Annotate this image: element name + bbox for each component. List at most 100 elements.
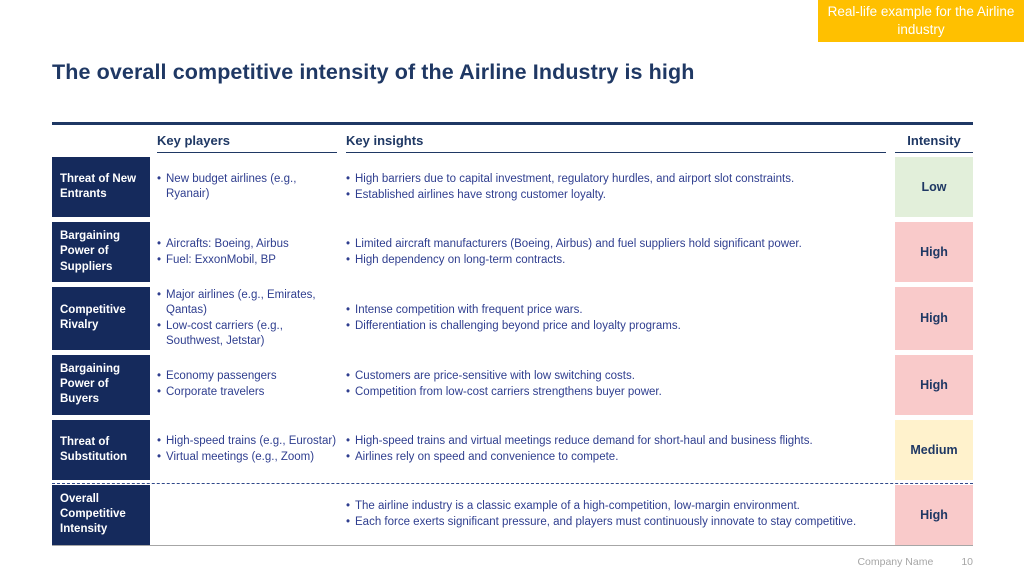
bullet-icon: • — [346, 370, 351, 383]
table-row: Threat of New Entrants • New budget airlin… — [52, 157, 973, 217]
bullet-item: • Intense competition with frequent price… — [346, 303, 886, 318]
bullet-text: Virtual meetings (e.g., Zoom) — [166, 451, 315, 464]
bullet-text: Airlines rely on speed and convenience t… — [355, 451, 619, 464]
key-players-cell: • Major airlines (e.g., Emirates, Qantas)… — [157, 287, 337, 350]
bullet-item: • Major airlines (e.g., Emirates, Qantas) — [157, 288, 337, 318]
bullet-item: • Economy passengers — [157, 369, 337, 384]
intensity-badge: Low — [895, 157, 973, 217]
bullet-icon: • — [346, 237, 351, 250]
table-body: Threat of New Entrants • New budget airlin… — [52, 153, 973, 545]
table-row: Bargaining Power of Buyers • Economy passe… — [52, 354, 973, 415]
row-label: Competitive Rivalry — [52, 287, 150, 350]
bullet-text: The airline industry is a classic exampl… — [355, 500, 800, 513]
table-row: Threat of Substitution • High-speed trains… — [52, 419, 973, 480]
bullet-item: • Airlines rely on speed and convenience … — [346, 450, 886, 465]
bullet-icon: • — [157, 289, 162, 301]
bullet-item: • High-speed trains (e.g., Eurostar) — [157, 434, 337, 449]
bullet-icon: • — [157, 253, 162, 266]
key-insights-cell: • Intense competition with frequent price… — [346, 302, 886, 335]
bullet-text: Competition from low-cost carriers stren… — [355, 386, 662, 399]
bullet-text: Established airlines have strong custome… — [355, 188, 606, 201]
bullet-icon: • — [157, 370, 162, 383]
bullet-icon: • — [346, 253, 351, 266]
bullet-item: • Competition from low-cost carriers stre… — [346, 385, 886, 400]
key-players-cell: • Economy passengers • Corporate travelers — [157, 368, 337, 401]
bullet-icon: • — [346, 172, 351, 185]
table-row: Bargaining Power of Suppliers • Aircrafts:… — [52, 222, 973, 282]
bullet-item: • Each force exerts significant pressure,… — [346, 515, 886, 530]
bullet-text: Fuel: ExxonMobil, BP — [166, 253, 276, 266]
key-insights-cell: • Limited aircraft manufacturers (Boeing,… — [346, 236, 886, 269]
bullet-icon: • — [157, 451, 162, 464]
slide-footer: Company Name 10 — [857, 556, 973, 568]
table-header-row: Key players Key insights Intensity — [52, 125, 973, 153]
bullet-item: • New budget airlines (e.g., Ryanair) — [157, 172, 337, 202]
bullet-item: • Differentiation is challenging beyond p… — [346, 319, 886, 334]
footer-company-name: Company Name — [857, 556, 934, 568]
key-insights-cell: • High barriers due to capital investment… — [346, 171, 886, 204]
key-players-cell: • Aircrafts: Boeing, Airbus • Fuel: ExxonMo… — [157, 236, 337, 269]
key-players-cell: • High-speed trains (e.g., Eurostar) • Virt… — [157, 433, 337, 466]
bullet-icon: • — [346, 188, 351, 201]
bullet-icon: • — [346, 516, 351, 529]
row-label: Threat of Substitution — [52, 419, 150, 480]
intensity-badge: High — [895, 354, 973, 415]
header-key-players: Key players — [157, 133, 337, 153]
bullet-item: • Limited aircraft manufacturers (Boeing,… — [346, 237, 886, 252]
bullet-icon: • — [346, 303, 351, 316]
bullet-item: • High dependency on long-term contracts. — [346, 253, 886, 268]
bullet-item: • Fuel: ExxonMobil, BP — [157, 253, 337, 268]
bullet-icon: • — [346, 435, 351, 448]
bullet-icon: • — [346, 319, 351, 332]
row-label: Bargaining Power of Suppliers — [52, 222, 150, 282]
bullet-text: Major airlines (e.g., Emirates, Qantas) — [166, 289, 316, 316]
key-insights-cell: • High-speed trains and virtual meetings … — [346, 433, 886, 466]
bullet-text: Differentiation is challenging beyond pr… — [355, 319, 681, 332]
bullet-item: • Virtual meetings (e.g., Zoom) — [157, 450, 337, 465]
header-key-insights: Key insights — [346, 133, 886, 153]
bullet-icon: • — [157, 173, 162, 186]
bullet-text: New budget airlines (e.g., Ryanair) — [166, 173, 297, 200]
table-row: Overall Competitive Intensity • The airlin… — [52, 482, 973, 545]
bullet-item: • Aircrafts: Boeing, Airbus — [157, 237, 337, 252]
bullet-icon: • — [346, 451, 351, 464]
bullet-icon: • — [346, 500, 351, 513]
bullet-text: Customers are price-sensitive with low s… — [355, 370, 635, 383]
row-label: Bargaining Power of Buyers — [52, 354, 150, 415]
corner-badge: Real-life example for the Airline indust… — [818, 0, 1024, 42]
slide-title: The overall competitive intensity of the… — [52, 60, 695, 84]
bullet-icon: • — [157, 319, 162, 332]
bullet-item: • The airline industry is a classic examp… — [346, 499, 886, 514]
intensity-badge: High — [895, 287, 973, 350]
bullet-text: High-speed trains and virtual meetings r… — [355, 435, 813, 448]
bullet-item: • Low-cost carriers (e.g., Southwest, Jet… — [157, 319, 337, 349]
bullet-text: Limited aircraft manufacturers (Boeing, … — [355, 237, 802, 250]
bullet-text: Low-cost carriers (e.g., Southwest, Jets… — [166, 319, 283, 347]
bullet-text: High dependency on long-term contracts. — [355, 253, 566, 266]
bullet-text: High-speed trains (e.g., Eurostar) — [166, 435, 337, 448]
bullet-icon: • — [157, 435, 162, 448]
bullet-icon: • — [157, 386, 162, 399]
key-insights-cell: • The airline industry is a classic examp… — [346, 498, 886, 531]
intensity-badge: High — [895, 222, 973, 282]
bullet-text: High barriers due to capital investment,… — [355, 172, 795, 185]
row-label: Threat of New Entrants — [52, 157, 150, 217]
five-forces-table: Key players Key insights Intensity Threa… — [52, 122, 973, 546]
header-spacer — [52, 149, 150, 153]
header-intensity: Intensity — [895, 133, 973, 153]
key-insights-cell: • Customers are price-sensitive with low … — [346, 368, 886, 401]
bullet-text: Corporate travelers — [166, 386, 265, 399]
bullet-text: Aircrafts: Boeing, Airbus — [166, 237, 289, 250]
row-label: Overall Competitive Intensity — [52, 484, 150, 545]
bullet-item: • Customers are price-sensitive with low … — [346, 369, 886, 384]
intensity-badge: High — [895, 484, 973, 545]
bullet-icon: • — [157, 237, 162, 250]
bullet-item: • Established airlines have strong custom… — [346, 188, 886, 203]
bullet-item: • Corporate travelers — [157, 385, 337, 400]
footer-page-number: 10 — [961, 556, 973, 568]
intensity-badge: Medium — [895, 419, 973, 480]
bullet-item: • High-speed trains and virtual meetings … — [346, 434, 886, 449]
bullet-item: • High barriers due to capital investment… — [346, 172, 886, 187]
bullet-text: Economy passengers — [166, 370, 277, 383]
bullet-text: Each force exerts significant pressure, … — [355, 516, 857, 529]
